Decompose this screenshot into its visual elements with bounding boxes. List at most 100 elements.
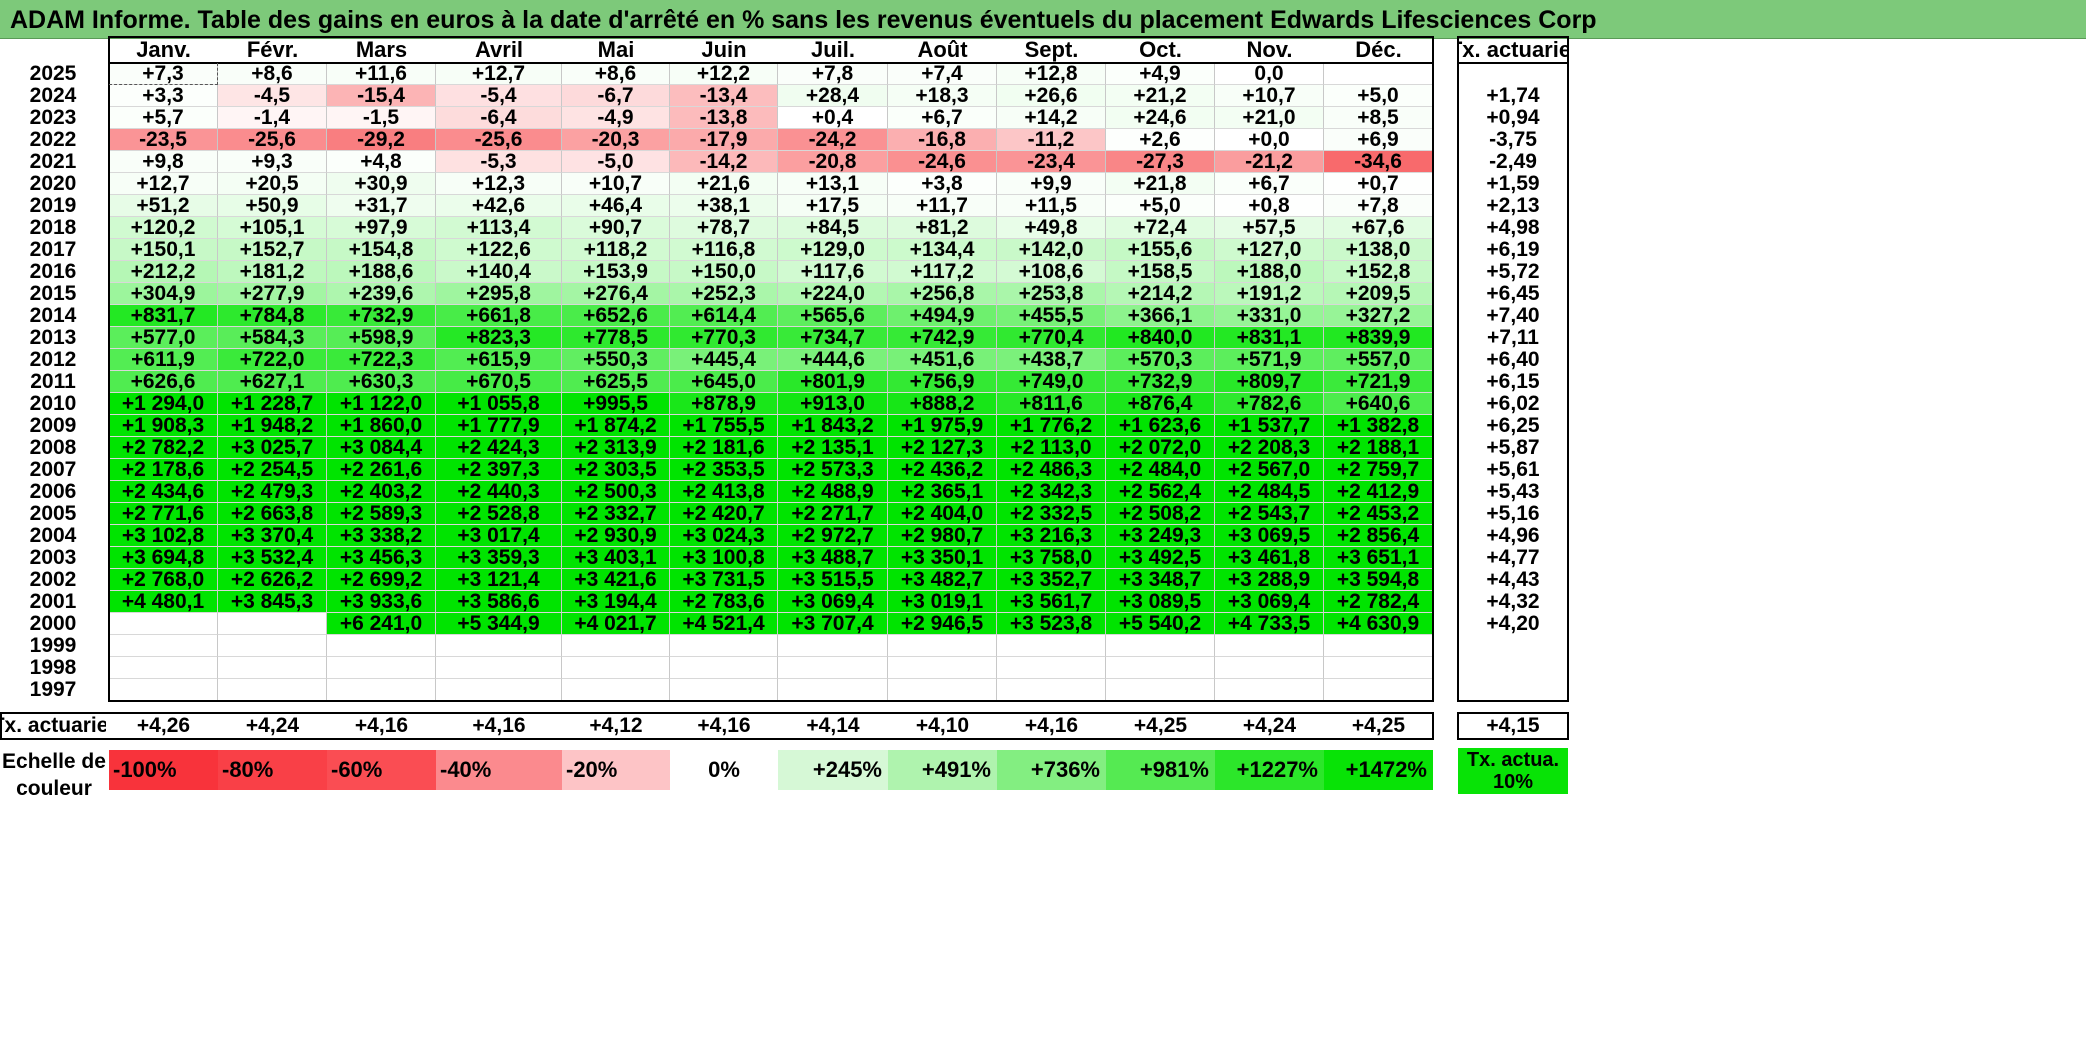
gain-cell: +50,9 [218,195,327,217]
gain-cell: +831,7 [109,305,218,327]
year-label: 1997 [29,679,77,701]
year-label: 2009 [29,415,77,437]
gain-cell [778,635,888,657]
month-header: Juil. [810,37,855,62]
gain-cell: +142,0 [997,239,1106,261]
year-label: 2013 [29,327,77,349]
gain-cell: +28,4 [778,85,888,107]
gain-cell: +7,3 [109,63,218,85]
gain-cell [888,635,997,657]
gain-cell: +3 249,3 [1106,525,1215,547]
gain-cell [670,635,778,657]
rate-cell: +4,32 [1486,591,1540,613]
gain-cell: +615,9 [436,349,562,371]
gain-cell: +256,8 [888,283,997,305]
gain-cell [1215,635,1324,657]
gain-cell: +10,7 [562,173,670,195]
gain-cell: +129,0 [778,239,888,261]
footer-rate-cell: +4,26 [136,714,191,737]
rate-cell: +1,74 [1486,85,1540,107]
rate-cell: -2,49 [1489,151,1537,173]
gain-cell: +2 440,3 [436,481,562,503]
gain-cell: +2 313,9 [562,437,670,459]
gain-cell: +742,9 [888,327,997,349]
gain-cell: +625,5 [562,371,670,393]
gain-cell: +2 500,3 [562,481,670,503]
gain-cell: -27,3 [1106,151,1215,173]
rate-cell: +5,16 [1486,503,1540,525]
gain-cell: +2 127,3 [888,437,997,459]
gain-cell: +5 540,2 [1106,613,1215,635]
year-label: 2005 [29,503,77,525]
legend-swatch: -80% [218,750,327,790]
gain-cell: +21,0 [1215,107,1324,129]
gain-cell: -4,5 [218,85,327,107]
gain-cell: +49,8 [997,217,1106,239]
gain-cell: -1,4 [218,107,327,129]
gain-cell: -25,6 [218,129,327,151]
gain-cell: +212,2 [109,261,218,283]
gain-cell: +732,9 [1106,371,1215,393]
gain-cell: +1 537,7 [1215,415,1324,437]
gain-cell: -11,2 [997,129,1106,151]
gain-cell: +8,5 [1324,107,1433,129]
gain-cell: -24,2 [778,129,888,151]
gain-cell: +3 069,4 [1215,591,1324,613]
gain-cell: +2 567,0 [1215,459,1324,481]
gain-cell: -34,6 [1324,151,1433,173]
gain-cell: +1 975,9 [888,415,997,437]
gain-cell: +749,0 [997,371,1106,393]
gain-cell: +2 528,8 [436,503,562,525]
gain-cell [778,657,888,679]
gain-cell: +1 382,8 [1324,415,1433,437]
year-label: 2002 [29,569,77,591]
rate-cell: +6,40 [1486,349,1540,371]
gain-cell: +18,3 [888,85,997,107]
gain-cell [1324,63,1433,85]
gain-cell: +722,3 [327,349,436,371]
gain-cell: +557,0 [1324,349,1433,371]
gain-cell: +3 456,3 [327,547,436,569]
gain-cell: +21,8 [1106,173,1215,195]
gain-cell: -20,8 [778,151,888,173]
gain-cell: +1 294,0 [109,393,218,415]
rate-cell: +6,15 [1486,371,1540,393]
month-header: Oct. [1139,37,1182,62]
rate-cell: +5,87 [1486,437,1540,459]
gain-cell: +3 758,0 [997,547,1106,569]
gain-cell: +2 365,1 [888,481,997,503]
gain-cell: +6,7 [1215,173,1324,195]
gain-cell: +2 188,1 [1324,437,1433,459]
month-header: Août [917,37,968,62]
gain-cell: +2 436,2 [888,459,997,481]
gain-cell: +3 561,7 [997,591,1106,613]
gain-cell: +2 543,7 [1215,503,1324,525]
footer-rate-cell: +4,16 [354,714,409,737]
gain-cell: +2 946,5 [888,613,997,635]
gain-cell: +2 856,4 [1324,525,1433,547]
year-label: 2019 [29,195,77,217]
gain-cell: +2 663,8 [218,503,327,525]
year-label: 2015 [29,283,77,305]
legend-swatch: +981% [1106,750,1215,790]
gain-cell: +31,7 [327,195,436,217]
gain-cell [436,635,562,657]
gain-cell: +598,9 [327,327,436,349]
gain-cell: +127,0 [1215,239,1324,261]
month-header: Févr. [246,37,299,62]
gain-cell: +117,2 [888,261,997,283]
gain-cell: +2 254,5 [218,459,327,481]
gain-cell: +9,3 [218,151,327,173]
gain-cell [670,657,778,679]
gain-cell: +304,9 [109,283,218,305]
year-label: 2007 [29,459,77,481]
year-label: 2024 [29,85,77,107]
gain-cell: +876,4 [1106,393,1215,415]
gain-cell: +494,9 [888,305,997,327]
gain-cell: +46,4 [562,195,670,217]
gain-cell: -23,4 [997,151,1106,173]
gain-cell [1215,657,1324,679]
year-label: 2023 [29,107,77,129]
gain-cell: +2 342,3 [997,481,1106,503]
title-bar: ADAM Informe. Table des gains en euros à… [0,0,2086,39]
